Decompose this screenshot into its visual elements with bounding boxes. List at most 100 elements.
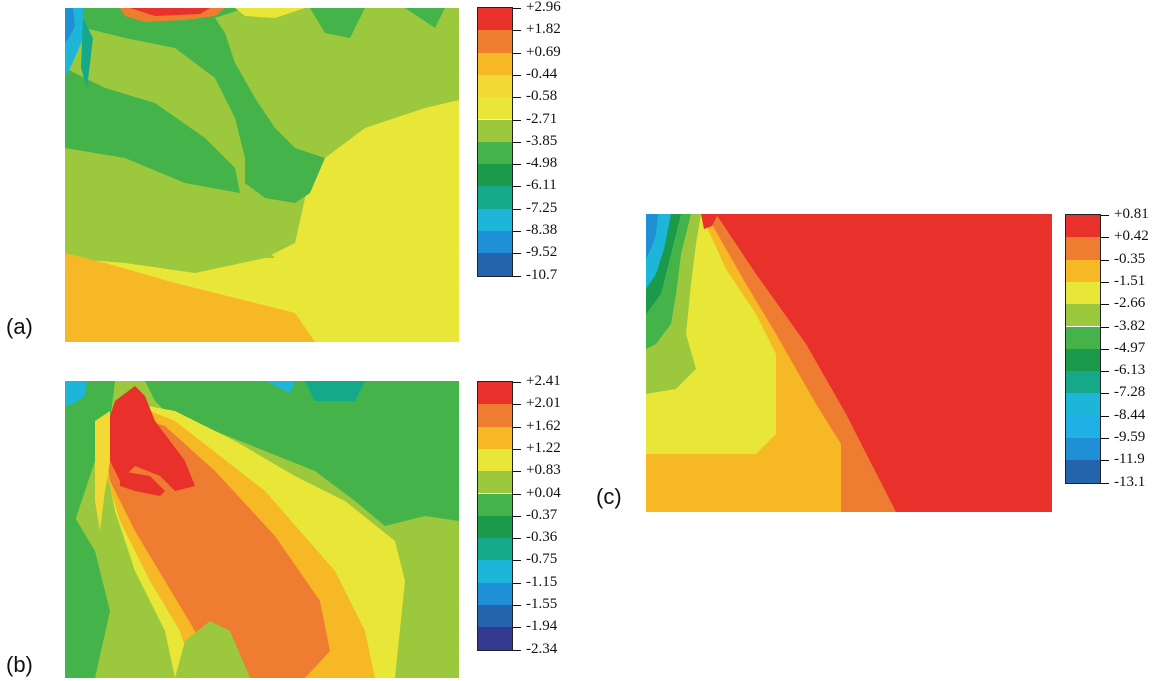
legend-row: -7.25 [475,200,615,231]
legend-tick [1100,415,1109,417]
legend-tick [512,426,521,428]
legend-swatch [478,119,512,142]
legend-swatch [478,186,512,209]
legend-row: -2.71 [475,111,615,142]
legend-row: -1.51 [1063,273,1175,305]
legend-tick [1100,460,1109,462]
legend-row: -4.98 [475,155,615,187]
legend-value-label: -2.34 [526,640,558,657]
legend-tick [512,97,521,99]
legend-tick [1100,393,1109,395]
legend-row: +0.69 [475,44,615,75]
legend-swatch [1066,438,1100,461]
legend-row: -8.44 [1063,407,1175,438]
legend-tick [512,560,521,562]
legend-swatch [478,97,512,120]
legend-value-label: -4.97 [1114,339,1146,356]
legend-swatch [478,471,512,494]
legend-tick [512,52,521,54]
legend-value-label: -8.44 [1114,406,1146,423]
legend-tick [512,627,521,629]
legend-swatch [478,605,512,628]
legend-swatch [478,426,512,449]
legend-row: +1.22 [475,440,615,472]
legend-tick [512,649,521,651]
legend-value-label: -1.51 [1114,272,1146,289]
legend-tick [512,119,521,121]
legend-value-label: -7.25 [526,199,558,216]
legend-tick [1100,438,1109,439]
legend-tick [512,538,521,540]
legend-tick [1100,371,1109,373]
colorbar-outline [477,7,513,277]
legend-value-label: -3.85 [526,132,558,149]
legend-value-label: -0.44 [526,65,558,82]
legend-row: +0.04 [475,485,615,516]
legend-tick [512,582,521,584]
legend-tick [512,515,521,517]
legend-tick [512,448,521,450]
legend-swatch [1066,215,1100,238]
colorbar-legend-c: +0.81 +0.42 -0.35 -1.51 -2.66 -3.82 -4.97 -6.13… [1063,206,1175,514]
legend-swatch [478,382,512,405]
legend-value-label: -0.35 [1114,250,1146,267]
legend-row: -6.11 [475,177,615,209]
legend-row: -1.55 [475,596,615,628]
legend-swatch [1066,259,1100,282]
legend-row: -0.35 [1063,251,1175,282]
legend-value-label: +0.83 [526,462,561,479]
legend-tick [1100,348,1109,350]
legend-swatch [478,30,512,53]
legend-value-label: +2.96 [526,0,561,15]
legend-swatch [478,253,512,276]
legend-swatch [1066,304,1100,327]
legend-swatch [478,627,512,650]
colorbar-legend-b: +2.41 +2.01 +1.62 +1.22 +0.83 +0.04 -0.37 -0.36… [475,373,635,681]
legend-swatch [1066,415,1100,438]
legend-tick [512,231,521,232]
legend-swatch [1066,237,1100,260]
legend-swatch [1066,460,1100,483]
legend-value-label: -13.1 [1114,473,1146,490]
legend-tick [512,275,521,277]
legend-value-label: -0.36 [526,529,558,546]
legend-tick [1100,237,1109,239]
legend-swatch [1066,393,1100,416]
legend-value-label: +2.41 [526,373,561,389]
legend-tick [1100,482,1109,484]
legend-row: -0.36 [475,529,615,561]
legend-swatch [478,164,512,187]
contour-map-b [65,381,459,678]
legend-row: -7.28 [1063,384,1175,416]
legend-row: -13.1 [1063,474,1175,504]
legend-row: +0.81 [1063,206,1175,238]
legend-tick [512,74,521,76]
legend-swatch [478,404,512,427]
legend-value-label: -1.55 [526,596,558,612]
legend-value-label: -9.59 [1114,429,1146,445]
legend-tick [512,186,521,188]
legend-value-label: -2.71 [526,110,558,127]
legend-value-label: -11.9 [1114,451,1145,468]
legend-row: -0.58 [475,88,615,120]
legend-swatch [1066,326,1100,349]
legend-value-label: +0.04 [526,484,561,501]
legend-value-label: -7.28 [1114,384,1146,401]
legend-row: -6.13 [1063,362,1175,394]
legend-tick [512,493,521,495]
legend-row: -2.66 [1063,295,1175,327]
contour-map-c [646,214,1052,512]
legend-value-label: +1.62 [526,417,561,434]
legend-row: -9.52 [475,244,615,276]
legend-tick [1100,326,1109,328]
legend-value-label: +1.82 [526,21,561,38]
legend-value-label: +2.01 [526,395,561,412]
legend-value-label: -1.94 [526,618,558,635]
legend-tick [512,471,521,473]
legend-row: -0.75 [475,551,615,583]
legend-tick [512,605,521,606]
legend-swatch [478,8,512,31]
legend-row: +2.01 [475,395,615,427]
colorbar-legend-a: +2.96 +1.82 +0.69 -0.44 -0.58 -2.71 -3.85 -4.98… [475,0,635,307]
legend-row: -3.82 [1063,318,1175,349]
